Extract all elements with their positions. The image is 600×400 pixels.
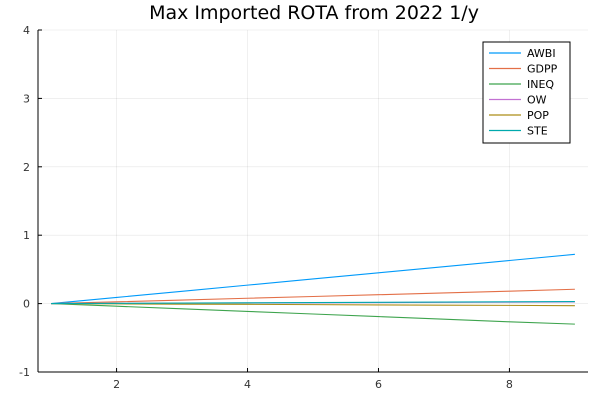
legend-label-awbi: AWBI: [527, 47, 556, 60]
series-line-gdpp: [51, 288, 575, 305]
x-tick-label-3: 8: [506, 378, 513, 391]
legend-label-gdpp: GDPP: [527, 63, 558, 76]
chart-title: Max Imported ROTA from 2022 1/y: [149, 2, 479, 24]
x-tick-label-1: 4: [244, 378, 251, 391]
legend-label-ste: STE: [527, 125, 548, 138]
y-tick-label-0: -1: [19, 366, 30, 379]
series-line-ineq: [51, 303, 575, 325]
x-tick-label-0: 2: [113, 378, 120, 391]
legend-label-pop: POP: [527, 109, 549, 122]
legend-label-ow: OW: [527, 94, 547, 107]
series-line-ste: [51, 300, 575, 305]
x-tick-label-2: 6: [375, 378, 382, 391]
legend: AWBI GDPP INEQ OW POP STE: [482, 41, 571, 144]
legend-label-ineq: INEQ: [527, 78, 554, 91]
y-tick-label-5: 4: [23, 24, 30, 37]
y-tick-label-3: 2: [23, 161, 30, 174]
y-tick-label-1: 0: [23, 298, 30, 311]
y-tick-label-2: 1: [23, 229, 30, 242]
series-line-awbi: [51, 253, 575, 305]
series-lines: [51, 253, 575, 325]
axes: 2 4 6 8 -1 0 1 2 3 4: [19, 24, 588, 391]
y-tick-label-4: 3: [23, 92, 30, 105]
legend-box: [482, 41, 571, 144]
series-line-pop: [51, 303, 575, 307]
